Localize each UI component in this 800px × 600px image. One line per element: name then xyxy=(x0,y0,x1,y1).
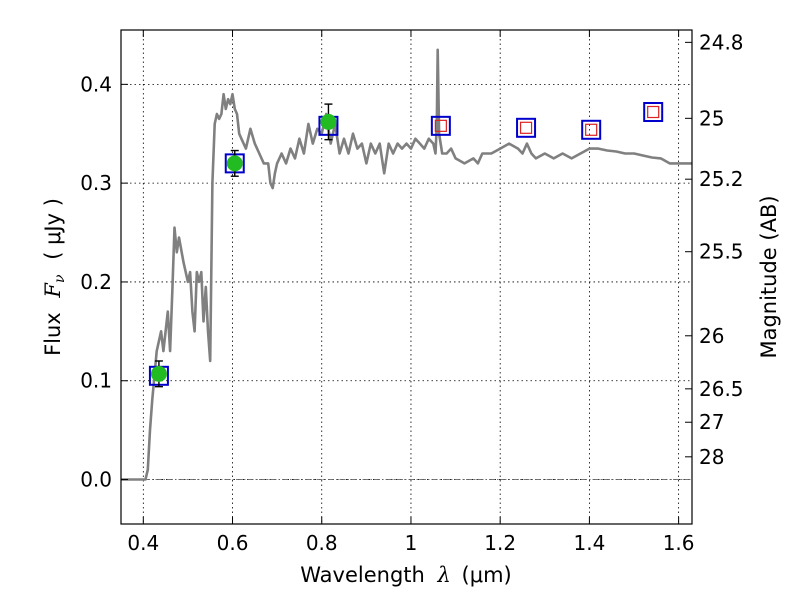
y-tick-label: 0.1 xyxy=(80,369,112,393)
plot-frame xyxy=(120,29,693,525)
observed-flux-point xyxy=(226,155,243,172)
observed-flux-point xyxy=(320,113,337,130)
x-tick-label: 0.6 xyxy=(217,531,249,555)
upper-limit-inner-box xyxy=(434,119,447,132)
right-tick-label: 28 xyxy=(699,445,724,469)
right-tick-label: 26 xyxy=(699,324,724,348)
x-axis-label: Wavelength λ (μm) xyxy=(300,563,511,587)
upper-limit-inner-box xyxy=(647,105,660,119)
grid-layer xyxy=(121,30,692,524)
synthetic-flux-box xyxy=(516,117,537,138)
right-tick-label: 25.2 xyxy=(699,167,744,191)
observed-flux-point xyxy=(150,365,167,382)
x-tick-label: 1 xyxy=(405,531,418,555)
x-tick-label: 1.6 xyxy=(663,531,695,555)
upper-limit-inner-box xyxy=(519,121,533,134)
y-tick-label: 0.4 xyxy=(80,72,112,96)
tick-layer: 0.4 0.6 0.8 1 1.2 1.4 1.6 0.0 0.1 0.2 0.3 0.4 24.8 25… xyxy=(80,30,744,555)
x-tick-label: 1.2 xyxy=(484,531,516,555)
synthetic-flux-box xyxy=(643,102,664,123)
x-tick-label: 0.4 xyxy=(127,531,159,555)
synthetic-flux-box xyxy=(581,119,602,140)
right-tick-label: 25 xyxy=(699,106,724,130)
upper-limit-inner-box xyxy=(585,123,598,136)
right-tick-label: 25.5 xyxy=(699,240,744,264)
right-tick-label: 26.5 xyxy=(699,377,744,401)
y-tick-label: 0.3 xyxy=(80,171,112,195)
right-tick-label: 27 xyxy=(699,410,724,434)
marker-layer xyxy=(148,102,664,388)
y-tick-label: 0.0 xyxy=(80,468,112,492)
x-tick-label: 1.4 xyxy=(573,531,605,555)
synthetic-flux-box xyxy=(430,115,451,136)
right-tick-label: 24.8 xyxy=(699,30,744,54)
model-spectrum-line xyxy=(121,48,692,481)
x-tick-label: 0.8 xyxy=(306,531,338,555)
y-axis-label: Flux Fν ( μJy ) xyxy=(41,198,69,356)
y-tick-label: 0.2 xyxy=(80,270,112,294)
right-axis-label: Magnitude (AB) xyxy=(757,195,781,358)
